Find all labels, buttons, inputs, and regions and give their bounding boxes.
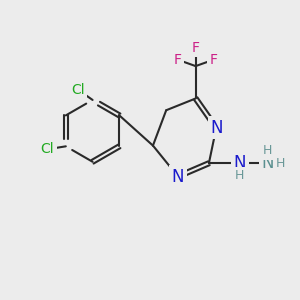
Text: N: N	[234, 154, 246, 172]
Text: N: N	[172, 167, 184, 185]
Text: N: N	[262, 154, 274, 172]
Text: H: H	[263, 144, 272, 158]
Text: H: H	[275, 157, 285, 170]
Text: H: H	[235, 169, 244, 182]
Text: F: F	[173, 52, 181, 67]
Text: Cl: Cl	[71, 82, 85, 97]
Text: N: N	[210, 119, 223, 137]
Text: F: F	[210, 52, 218, 67]
Text: F: F	[192, 41, 200, 55]
Text: Cl: Cl	[41, 142, 54, 156]
